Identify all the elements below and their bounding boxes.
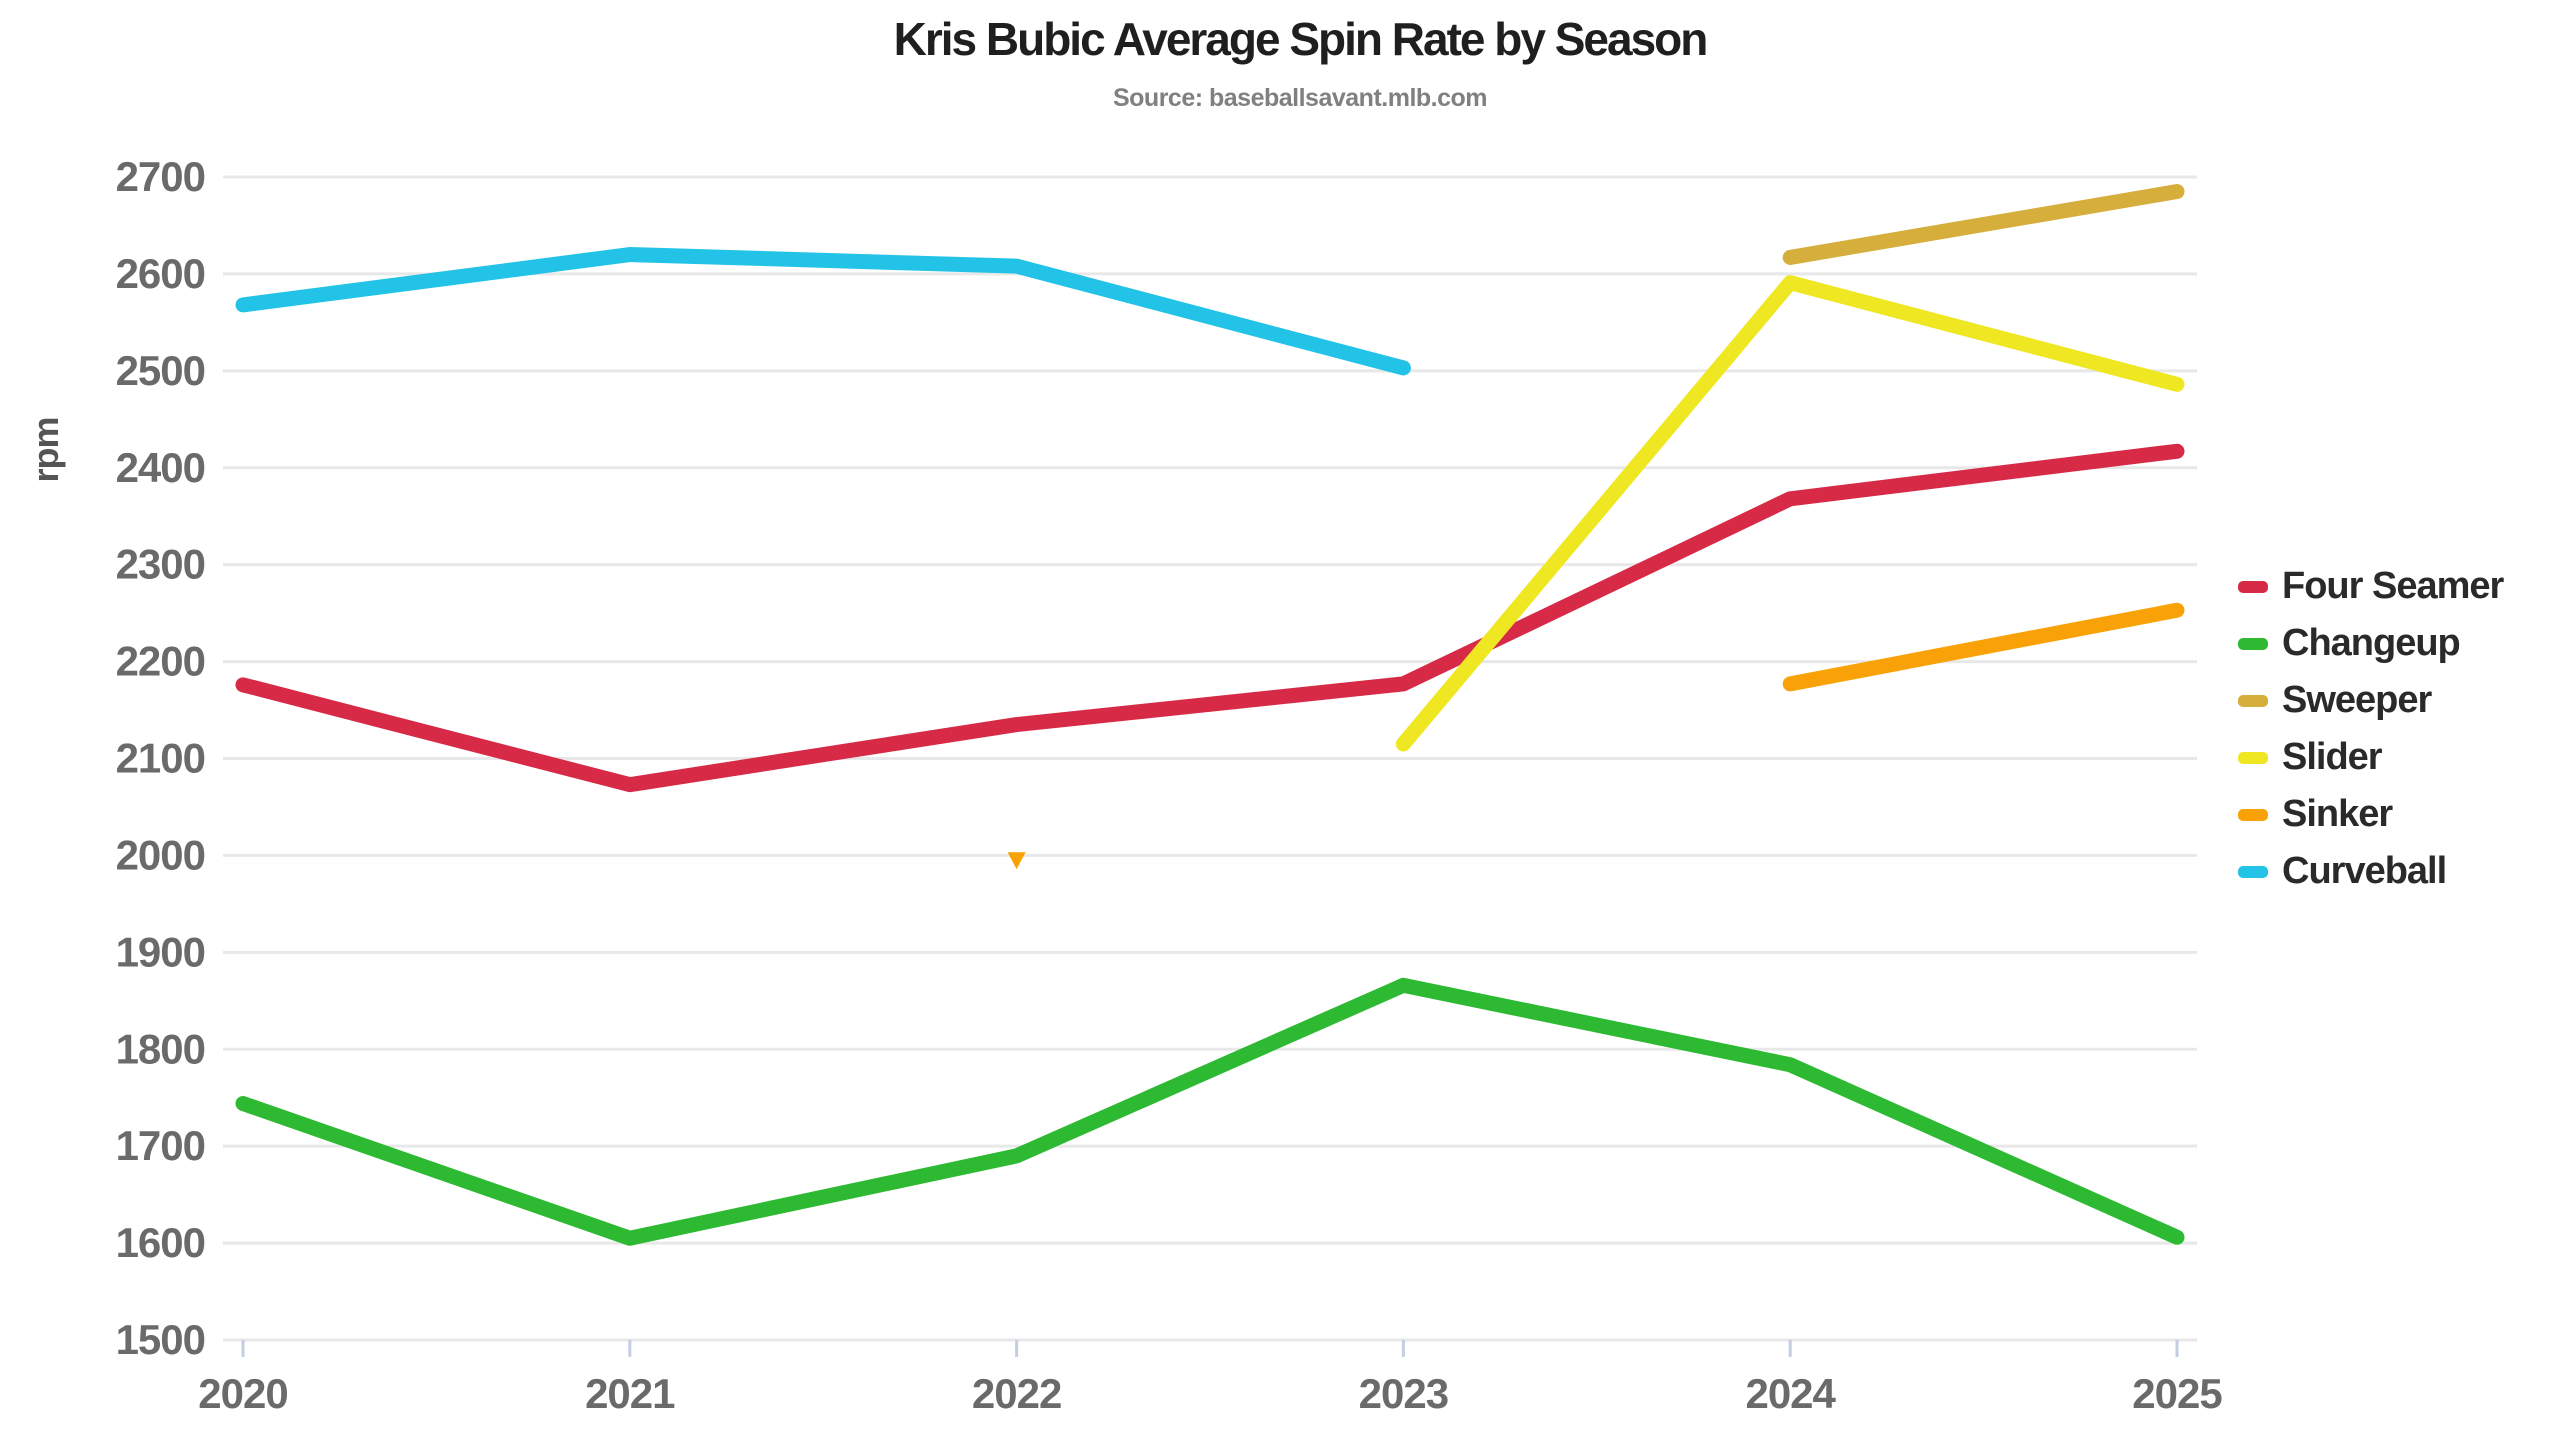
legend-item-four-seamer[interactable]: Four Seamer [2238, 558, 2504, 615]
legend-item-curveball[interactable]: Curveball [2238, 843, 2503, 900]
y-tick-label: 1800 [116, 1025, 205, 1072]
y-tick-label: 2000 [116, 831, 205, 878]
y-tick-label: 1600 [116, 1219, 205, 1266]
legend-swatch-changeup [2238, 637, 2268, 650]
y-tick-label: 1700 [116, 1122, 205, 1169]
legend: Four Seamer Changeup Sweeper Slider Sinker Cu… [2238, 558, 2504, 900]
y-tick-label: 2500 [116, 347, 205, 394]
y-tick-label: 2700 [116, 153, 205, 200]
legend-item-slider[interactable]: Slider [2238, 729, 2503, 786]
y-tick-label: 1900 [116, 928, 205, 975]
legend-label: Curveball [2282, 850, 2447, 892]
legend-label: Sinker [2282, 793, 2393, 835]
series-lone-point-sinker[interactable] [1007, 852, 1026, 870]
x-tick-label: 2020 [198, 1370, 287, 1417]
series-line-changeup[interactable] [235, 977, 2185, 1246]
legend-swatch-curveball [2238, 865, 2268, 878]
series-line-sinker[interactable] [1782, 602, 2185, 692]
series-line-four-seamer[interactable] [235, 443, 2185, 793]
legend-label: Changeup [2282, 622, 2461, 664]
series-line-slider[interactable] [1395, 275, 2185, 752]
y-tick-label: 2400 [116, 444, 205, 491]
legend-swatch-sweeper [2238, 694, 2268, 707]
x-tick-label: 2025 [2132, 1370, 2222, 1417]
x-tick-label: 2022 [972, 1370, 1061, 1417]
legend-label: Slider [2282, 736, 2383, 778]
x-tick-label: 2024 [1745, 1370, 1836, 1417]
x-tick-label: 2021 [585, 1370, 675, 1417]
y-tick-label: 1500 [116, 1316, 205, 1363]
chart-title: Kris Bubic Average Spin Rate by Season [893, 13, 1709, 65]
y-tick-label: 2600 [116, 250, 205, 297]
chart-source: Source: baseballsavant.mlb.com [1112, 84, 1488, 112]
legend-label: Four Seamer [2282, 565, 2504, 607]
x-tick-label: 2023 [1359, 1370, 1448, 1417]
y-tick-label: 2100 [116, 735, 205, 782]
series-line-sweeper[interactable] [1782, 184, 2185, 265]
legend-label: Sweeper [2282, 679, 2432, 721]
legend-swatch-sinker [2238, 808, 2268, 821]
legend-swatch-four-seamer [2238, 580, 2268, 593]
legend-item-sinker[interactable]: Sinker [2238, 786, 2503, 843]
series-line-curveball[interactable] [235, 247, 1411, 376]
y-tick-label: 2300 [116, 541, 205, 588]
legend-item-sweeper[interactable]: Sweeper [2238, 672, 2503, 729]
legend-item-changeup[interactable]: Changeup [2238, 615, 2503, 672]
legend-swatch-slider [2238, 751, 2268, 764]
y-tick-label: 2200 [116, 638, 205, 685]
